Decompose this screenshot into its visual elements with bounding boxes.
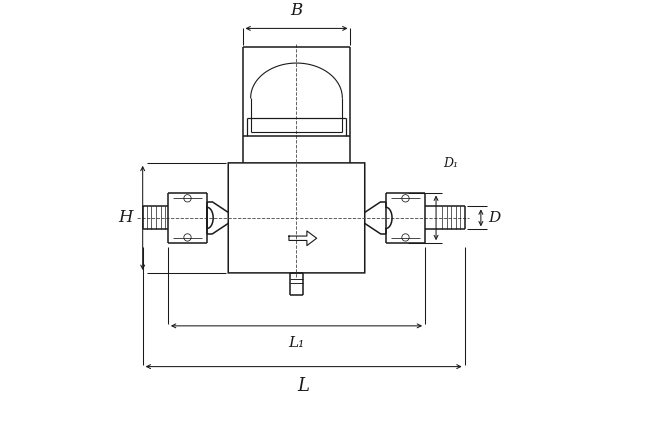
Text: H: H <box>118 209 132 226</box>
Text: D: D <box>488 211 500 225</box>
Text: L: L <box>297 377 310 395</box>
Text: B: B <box>290 3 303 19</box>
Text: L₁: L₁ <box>288 336 305 350</box>
Text: D₁: D₁ <box>443 157 458 170</box>
